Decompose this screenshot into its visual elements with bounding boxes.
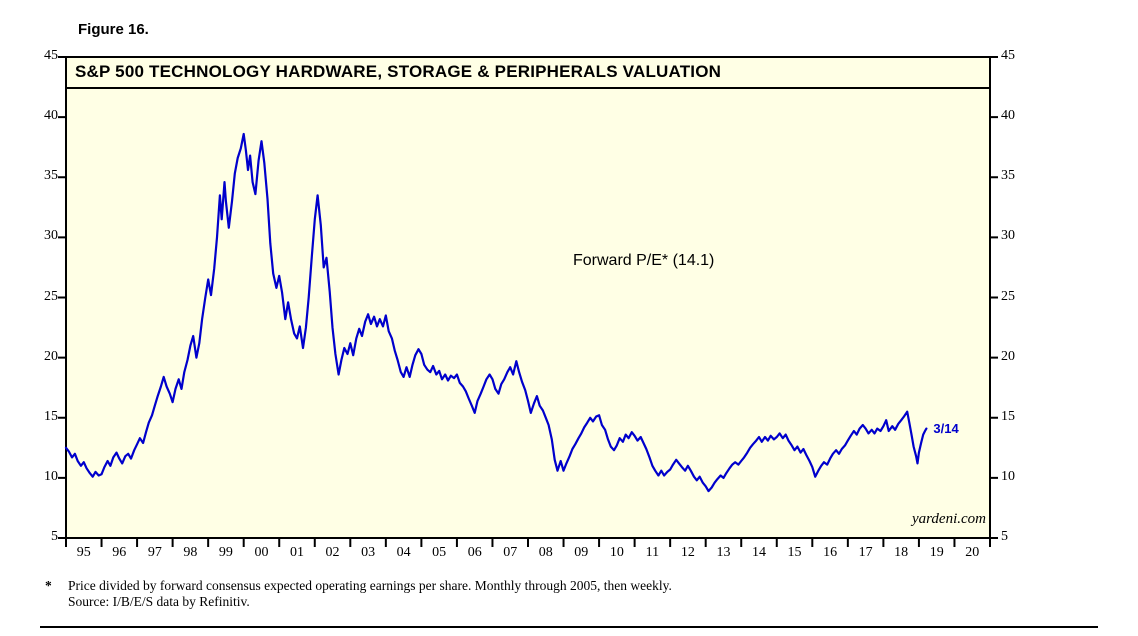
y-axis-label-left: 5	[51, 529, 58, 544]
bottom-rule	[40, 626, 1098, 628]
x-axis-label: 97	[147, 545, 162, 560]
x-axis-label: 07	[503, 545, 518, 560]
x-axis-label: 02	[325, 545, 340, 560]
series-annotation: Forward P/E* (14.1)	[573, 252, 715, 269]
y-axis-label-right: 20	[1001, 348, 1015, 364]
y-axis-label-left: 10	[44, 468, 58, 484]
footnote-line1: Price divided by forward consensus expec…	[68, 578, 672, 593]
x-axis-label: 98	[183, 545, 198, 560]
x-axis-label: 06	[467, 545, 482, 560]
y-axis-label-left: 25	[44, 288, 58, 304]
y-axis-label-right: 25	[1001, 288, 1015, 304]
y-axis-label-right: 15	[1001, 408, 1015, 424]
x-axis-label: 09	[574, 545, 589, 560]
y-axis-label-left: 20	[44, 348, 58, 364]
y-axis-label-left: 40	[44, 108, 58, 124]
figure-label: Figure 16.	[78, 21, 149, 38]
x-axis-label: 05	[432, 545, 447, 560]
latest-date-label: 3/14	[933, 420, 959, 436]
x-axis-label: 13	[716, 545, 731, 560]
x-axis-label: 01	[290, 545, 304, 560]
y-axis-label-right: 30	[1001, 228, 1015, 244]
x-axis-label: 19	[929, 545, 944, 560]
x-axis-label: 11	[645, 545, 660, 560]
x-axis-label: 08	[538, 545, 553, 560]
chart-title: S&P 500 TECHNOLOGY HARDWARE, STORAGE & P…	[75, 62, 722, 81]
plot-area	[65, 56, 991, 539]
x-axis-label: 15	[787, 545, 802, 560]
x-axis-label: 18	[894, 545, 909, 560]
footnote-line2: Source: I/B/E/S data by Refinitiv.	[68, 594, 250, 609]
y-axis-label-left: 45	[44, 48, 58, 63]
x-axis-label: 14	[752, 545, 766, 560]
y-axis-label-left: 15	[44, 408, 58, 424]
x-axis-label: 99	[218, 545, 233, 560]
y-axis-label-right: 35	[1001, 168, 1015, 184]
x-axis-label: 96	[112, 545, 127, 560]
x-axis-label: 17	[858, 545, 873, 560]
y-axis-label-left: 30	[44, 228, 58, 244]
footnote-marker: *	[45, 578, 52, 593]
x-axis-label: 20	[965, 545, 980, 560]
x-axis-label: 12	[680, 545, 695, 560]
x-axis-label: 10	[609, 545, 624, 560]
y-axis-label-right: 5	[1001, 529, 1008, 544]
watermark-yardeni: yardeni.com	[911, 511, 986, 527]
x-axis-label: 16	[823, 545, 838, 560]
x-axis-label: 04	[396, 545, 411, 560]
x-axis-label: 00	[254, 545, 269, 560]
y-axis-label-right: 40	[1001, 108, 1015, 124]
x-axis-label: 03	[361, 545, 376, 560]
footnote: Price divided by forward consensus expec…	[68, 578, 672, 610]
y-axis-label-right: 10	[1001, 468, 1015, 484]
forward-pe-line	[64, 132, 928, 493]
y-axis-label-right: 45	[1001, 48, 1015, 63]
x-axis-label: 95	[76, 545, 91, 560]
y-axis-label-left: 35	[44, 168, 58, 184]
